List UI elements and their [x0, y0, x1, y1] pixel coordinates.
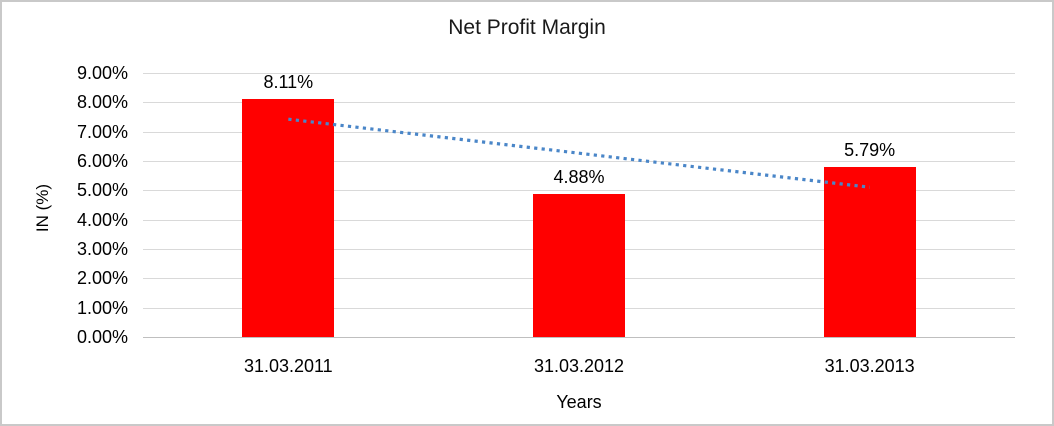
bar-31.03.2013 — [823, 167, 916, 337]
x-axis-title: Years — [556, 392, 602, 412]
gridline — [143, 337, 1015, 338]
gridline — [143, 102, 1015, 104]
x-axis-category-label: 31.03.2013 — [824, 356, 915, 376]
gridline — [143, 190, 1015, 192]
y-axis-tick-label: 1.00% — [76, 297, 128, 318]
y-axis-tick-label: 2.00% — [76, 268, 128, 289]
y-axis-tick-label: 4.00% — [76, 209, 128, 230]
x-axis-category-label: 31.03.2012 — [533, 356, 625, 376]
bar-31.03.2011 — [242, 99, 335, 337]
y-axis-tick-label: 6.00% — [76, 151, 128, 171]
y-axis-tick-label: 9.00% — [76, 63, 128, 83]
gridline — [143, 73, 1015, 74]
bar-data-label: 4.88% — [553, 166, 605, 187]
y-axis-tick-label: 0.00% — [76, 327, 128, 347]
bar-data-label: 8.11% — [263, 72, 314, 93]
chart-title: Net Profit Margin — [448, 16, 606, 39]
bar-31.03.2012 — [533, 193, 625, 337]
y-axis-tick-label: 7.00% — [76, 121, 128, 142]
x-axis-category-label: 31.03.2011 — [243, 356, 333, 376]
y-axis-tick-label: 8.00% — [76, 92, 128, 113]
y-axis-tick-label: 3.00% — [76, 239, 128, 259]
bar-data-label: 5.79% — [844, 140, 896, 161]
y-axis-tick-label: 5.00% — [76, 180, 128, 201]
